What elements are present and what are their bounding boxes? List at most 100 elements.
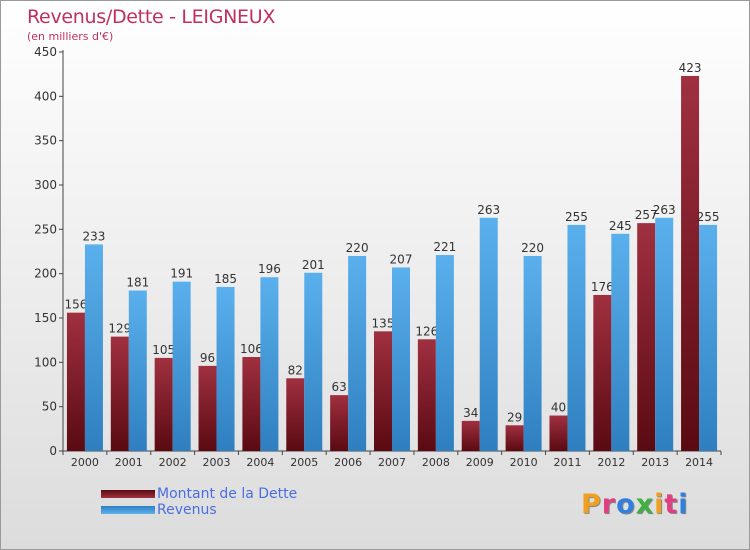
data-label-revenue: 207 [390,252,413,266]
x-tick-label: 2009 [466,456,494,469]
bar-debt [637,223,656,451]
bar-debt [549,415,568,451]
x-tick-label: 2007 [378,456,406,469]
bar-debt [198,365,217,451]
y-tick-label: 100 [34,355,57,369]
bar-debt [154,357,173,451]
x-tick-label: 2001 [115,456,143,469]
x-tick-label: 2005 [290,456,318,469]
data-label-revenue: 196 [258,262,281,276]
bar-debt [286,378,305,451]
data-label-debt: 423 [679,61,702,75]
x-tick-label: 2012 [597,456,625,469]
bar-revenue [699,224,718,451]
data-label-debt: 105 [152,343,175,357]
logo-letter: o [616,489,636,520]
bar-revenue [655,217,674,451]
bar-revenue [567,224,586,451]
bar-debt [417,339,436,451]
bar-revenue [435,255,454,451]
y-tick-label: 300 [34,178,57,192]
data-label-revenue: 185 [214,272,237,286]
data-label-debt: 257 [635,208,658,222]
logo-letter: t [664,489,679,520]
bar-revenue [348,255,367,451]
bar-debt [505,425,524,451]
y-tick-label: 0 [49,444,57,458]
data-label-debt: 63 [331,380,346,394]
data-label-revenue: 233 [82,229,105,243]
data-label-debt: 34 [463,406,478,420]
bar-revenue [260,277,279,451]
y-tick-label: 400 [34,89,57,103]
bar-debt [374,331,392,451]
proxiti-logo: Proxiti [581,489,689,520]
y-tick-label: 50 [42,400,57,414]
data-label-revenue: 263 [477,203,500,217]
x-tick-label: 2004 [246,456,274,469]
x-tick-label: 2014 [685,456,713,469]
data-label-revenue: 181 [126,276,149,290]
data-label-revenue: 220 [521,241,544,255]
bar-debt [110,336,129,451]
data-label-revenue: 255 [697,210,720,224]
x-tick-label: 2010 [510,456,538,469]
bar-revenue [392,267,410,451]
data-label-debt: 29 [507,410,522,424]
data-label-debt: 126 [415,324,438,338]
data-label-debt: 96 [200,351,215,365]
chart-title: Revenus/Dette - LEIGNEUX [27,6,276,28]
data-label-debt: 82 [288,363,303,377]
bar-revenue [84,244,103,451]
bar-revenue [479,217,498,451]
legend-label-revenue: Revenus [157,502,217,518]
x-tick-label: 2011 [553,456,581,469]
data-label-debt: 40 [551,401,566,415]
logo-letter: P [581,489,602,520]
bar-revenue [611,233,630,451]
y-tick-label: 450 [34,45,57,59]
x-tick-label: 2013 [641,456,669,469]
bar-revenue [216,286,235,451]
legend-label-debt: Montant de la Dette [157,486,298,502]
bar-debt [66,312,85,451]
bar-debt [330,395,349,451]
data-label-revenue: 221 [433,240,456,254]
x-tick-label: 2003 [203,456,231,469]
data-label-debt: 156 [64,298,87,312]
logo-letter: i [654,489,665,520]
data-label-debt: 129 [108,322,131,336]
y-tick-label: 200 [34,267,57,281]
logo-letter: i [678,489,689,520]
bar-revenue [523,255,542,451]
x-tick-label: 2000 [71,456,99,469]
data-label-revenue: 245 [609,219,632,233]
bar-debt [461,420,480,451]
x-tick-label: 2008 [422,456,450,469]
bar-debt [242,357,261,451]
data-label-revenue: 220 [346,241,369,255]
y-tick-label: 150 [34,311,57,325]
data-label-revenue: 191 [170,267,193,281]
bar-revenue [172,281,191,451]
bar-debt [593,294,612,451]
legend-swatch-revenue [101,506,155,514]
data-label-debt: 106 [240,342,263,356]
chart-subtitle: (en milliers d'€) [27,30,114,43]
data-label-revenue: 263 [653,203,676,217]
y-tick-label: 350 [34,134,57,148]
logo-letter: r [601,489,617,520]
data-label-revenue: 255 [565,210,588,224]
data-label-debt: 176 [591,280,614,294]
x-tick-label: 2002 [159,456,187,469]
x-tick-label: 2006 [334,456,362,469]
data-label-revenue: 201 [302,258,325,272]
bar-debt [681,75,700,451]
legend-swatch-debt [101,490,155,498]
logo-letter: x [635,489,655,520]
bar-revenue [128,290,147,451]
y-tick-label: 250 [34,222,57,236]
data-label-debt: 135 [372,316,395,330]
